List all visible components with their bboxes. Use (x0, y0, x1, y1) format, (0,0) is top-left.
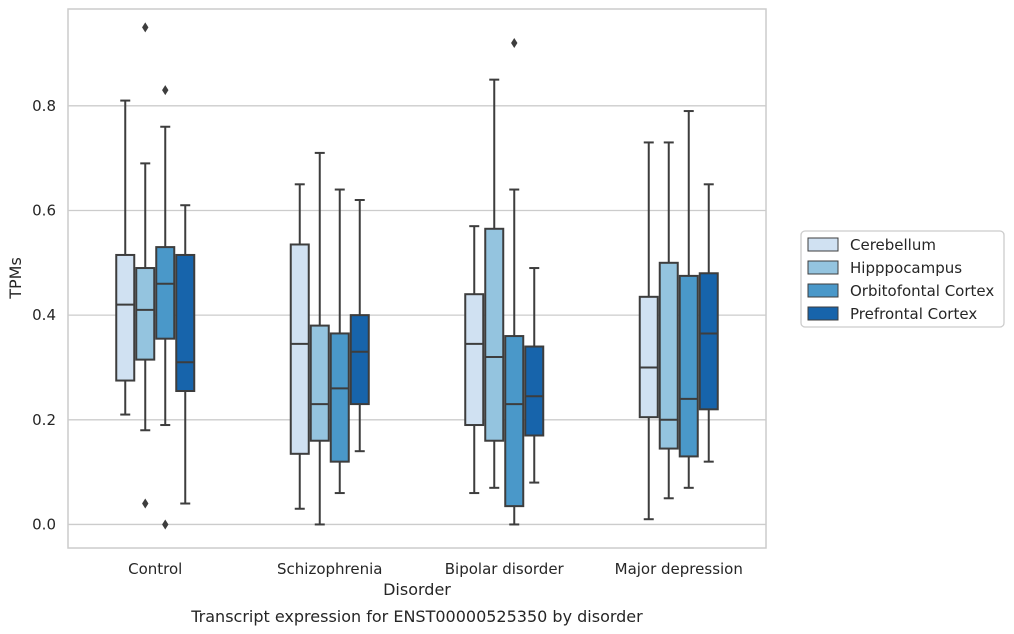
box (289, 183, 310, 510)
box-iqr (658, 261, 679, 450)
y-axis-label: TPMs (6, 257, 25, 300)
chart-caption: Transcript expression for ENST0000052535… (190, 607, 643, 626)
box (135, 22, 156, 509)
box-iqr (698, 272, 719, 411)
box (484, 78, 505, 489)
x-tick-label: Control (128, 560, 182, 578)
x-tick-label: Major depression (615, 560, 743, 578)
box (504, 38, 525, 526)
x-tick-label: Bipolar disorder (445, 560, 565, 578)
plot-frame (67, 8, 767, 549)
y-tick-label: 0.6 (32, 201, 56, 219)
box (115, 99, 136, 416)
box (349, 199, 370, 453)
box (309, 151, 330, 526)
box-iqr (349, 314, 370, 406)
legend-swatch (807, 237, 839, 252)
outlier-point (162, 85, 169, 96)
legend-label: Hipppocampus (850, 259, 962, 277)
y-tick-label: 0.2 (32, 411, 56, 429)
outlier-point (142, 498, 149, 509)
legend-label: Cerebellum (850, 236, 936, 254)
box (638, 141, 659, 521)
box (524, 267, 545, 484)
legend-swatch (807, 260, 839, 275)
box-iqr (135, 267, 156, 361)
box-plot-series (115, 22, 719, 530)
box (658, 141, 679, 500)
x-tick-label: Schizophrenia (277, 560, 382, 578)
box-iqr (329, 332, 350, 463)
y-tick-label: 0.4 (32, 306, 56, 324)
box-iqr (115, 253, 136, 382)
box-iqr (289, 243, 310, 455)
y-tick-label: 0.0 (32, 515, 56, 533)
box-iqr (309, 324, 330, 442)
legend: Cerebellum Hipppocampus Orbitofontal Corte… (800, 230, 1005, 328)
outlier-point (162, 519, 169, 530)
box (678, 110, 699, 489)
box-iqr (464, 293, 485, 427)
legend-label: Prefrontal Cortex (850, 305, 977, 323)
legend-label: Orbitofontal Cortex (850, 282, 994, 300)
box-iqr (678, 274, 699, 458)
y-tick-label: 0.8 (32, 97, 56, 115)
box (698, 183, 719, 463)
series-hipppocampus (135, 22, 679, 526)
legend-swatch (807, 306, 839, 321)
box (329, 188, 350, 495)
series-cerebellum (115, 99, 659, 521)
box-iqr (524, 345, 545, 437)
outlier-point (511, 38, 518, 49)
box-iqr (638, 295, 659, 419)
x-axis-label: Disorder (383, 580, 451, 599)
box-iqr (504, 335, 525, 508)
box (155, 85, 176, 530)
x-axis-ticks: Control Schizophrenia Bipolar disorder Majo… (128, 560, 743, 578)
box-iqr (175, 253, 196, 393)
outlier-point (142, 22, 149, 33)
box-iqr (155, 246, 176, 340)
legend-swatch (807, 283, 839, 298)
box-iqr (484, 227, 505, 442)
series-orbitofontal-cortex (155, 38, 699, 530)
box (464, 225, 485, 495)
series-prefrontal-cortex (175, 183, 719, 505)
box (175, 204, 196, 505)
legend-frame (800, 230, 1005, 328)
y-axis-ticks: 0.0 0.2 0.4 0.6 0.8 (32, 97, 56, 534)
